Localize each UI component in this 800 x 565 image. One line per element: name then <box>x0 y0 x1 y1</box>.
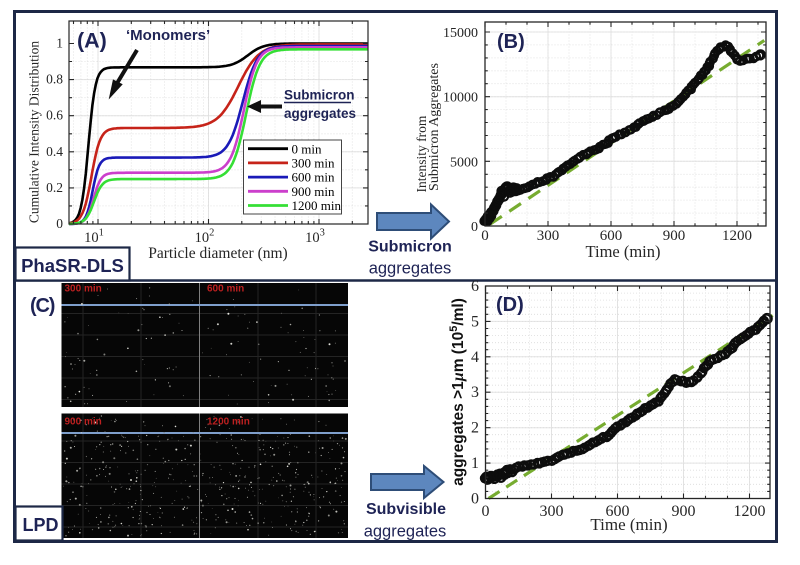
svg-text:3: 3 <box>471 384 479 401</box>
svg-text:1200: 1200 <box>734 503 766 520</box>
svg-text:10000: 10000 <box>443 91 478 106</box>
svg-text:Submicron: Submicron <box>368 239 452 256</box>
svg-text:Particle diameter (nm): Particle diameter (nm) <box>148 245 287 262</box>
svg-text:6: 6 <box>471 278 479 295</box>
svg-text:600: 600 <box>600 228 623 244</box>
svg-text:Time (min): Time (min) <box>585 242 660 261</box>
svg-text:PhaSR-DLS: PhaSR-DLS <box>21 255 124 276</box>
svg-text:aggregates: aggregates <box>369 260 452 278</box>
svg-text:600: 600 <box>606 503 630 520</box>
svg-text:(A): (A) <box>77 29 107 53</box>
svg-text:1: 1 <box>56 36 63 51</box>
svg-text:0.4: 0.4 <box>46 144 63 159</box>
svg-text:101: 101 <box>84 228 104 247</box>
svg-text:4: 4 <box>471 349 479 366</box>
svg-text:900: 900 <box>663 228 686 244</box>
svg-text:Submicron: Submicron <box>284 88 355 103</box>
svg-text:0: 0 <box>471 220 478 235</box>
svg-text:(B): (B) <box>497 31 525 53</box>
svg-text:Subvisible: Subvisible <box>366 501 446 518</box>
svg-text:Intensity from: Intensity from <box>414 115 429 192</box>
svg-text:0 min: 0 min <box>292 141 322 156</box>
svg-text:0.6: 0.6 <box>46 108 63 123</box>
svg-text:103: 103 <box>305 228 325 247</box>
svg-text:2: 2 <box>471 420 479 437</box>
svg-text:600 min: 600 min <box>292 170 335 185</box>
svg-text:1200 min: 1200 min <box>207 417 250 428</box>
svg-text:1200: 1200 <box>722 228 752 244</box>
svg-text:300 min: 300 min <box>292 156 335 171</box>
svg-text:0: 0 <box>471 491 479 508</box>
svg-text:‘Monomers’: ‘Monomers’ <box>126 27 210 44</box>
svg-text:Cumulative Intensity Distribut: Cumulative Intensity Distribution <box>27 41 42 223</box>
svg-text:102: 102 <box>195 228 215 247</box>
svg-text:300: 300 <box>540 503 564 520</box>
svg-text:0: 0 <box>482 503 490 520</box>
svg-text:600 min: 600 min <box>207 284 244 295</box>
svg-text:5000: 5000 <box>450 155 478 170</box>
svg-text:Submicron Aggregates: Submicron Aggregates <box>427 63 442 191</box>
svg-text:0: 0 <box>56 216 63 231</box>
svg-text:1200 min: 1200 min <box>292 198 342 213</box>
svg-text:LPD: LPD <box>23 515 59 535</box>
svg-text:(C): (C) <box>30 295 55 317</box>
svg-text:1: 1 <box>471 455 479 472</box>
svg-text:(D): (D) <box>496 294 524 316</box>
svg-text:15000: 15000 <box>443 26 478 41</box>
svg-text:aggregates: aggregates <box>364 523 447 541</box>
svg-text:900 min: 900 min <box>65 417 102 428</box>
svg-text:aggregates: aggregates <box>284 106 356 121</box>
svg-text:900 min: 900 min <box>292 184 335 199</box>
svg-text:5: 5 <box>471 313 479 330</box>
svg-text:300 min: 300 min <box>65 284 102 295</box>
svg-text:300: 300 <box>537 228 560 244</box>
svg-text:0.2: 0.2 <box>46 180 63 195</box>
svg-text:aggregates >1µm (105/ml): aggregates >1µm (105/ml) <box>448 298 467 486</box>
svg-text:Time (min): Time (min) <box>590 515 667 534</box>
svg-text:0: 0 <box>481 228 489 244</box>
svg-text:900: 900 <box>672 503 696 520</box>
svg-text:0.8: 0.8 <box>46 72 63 87</box>
